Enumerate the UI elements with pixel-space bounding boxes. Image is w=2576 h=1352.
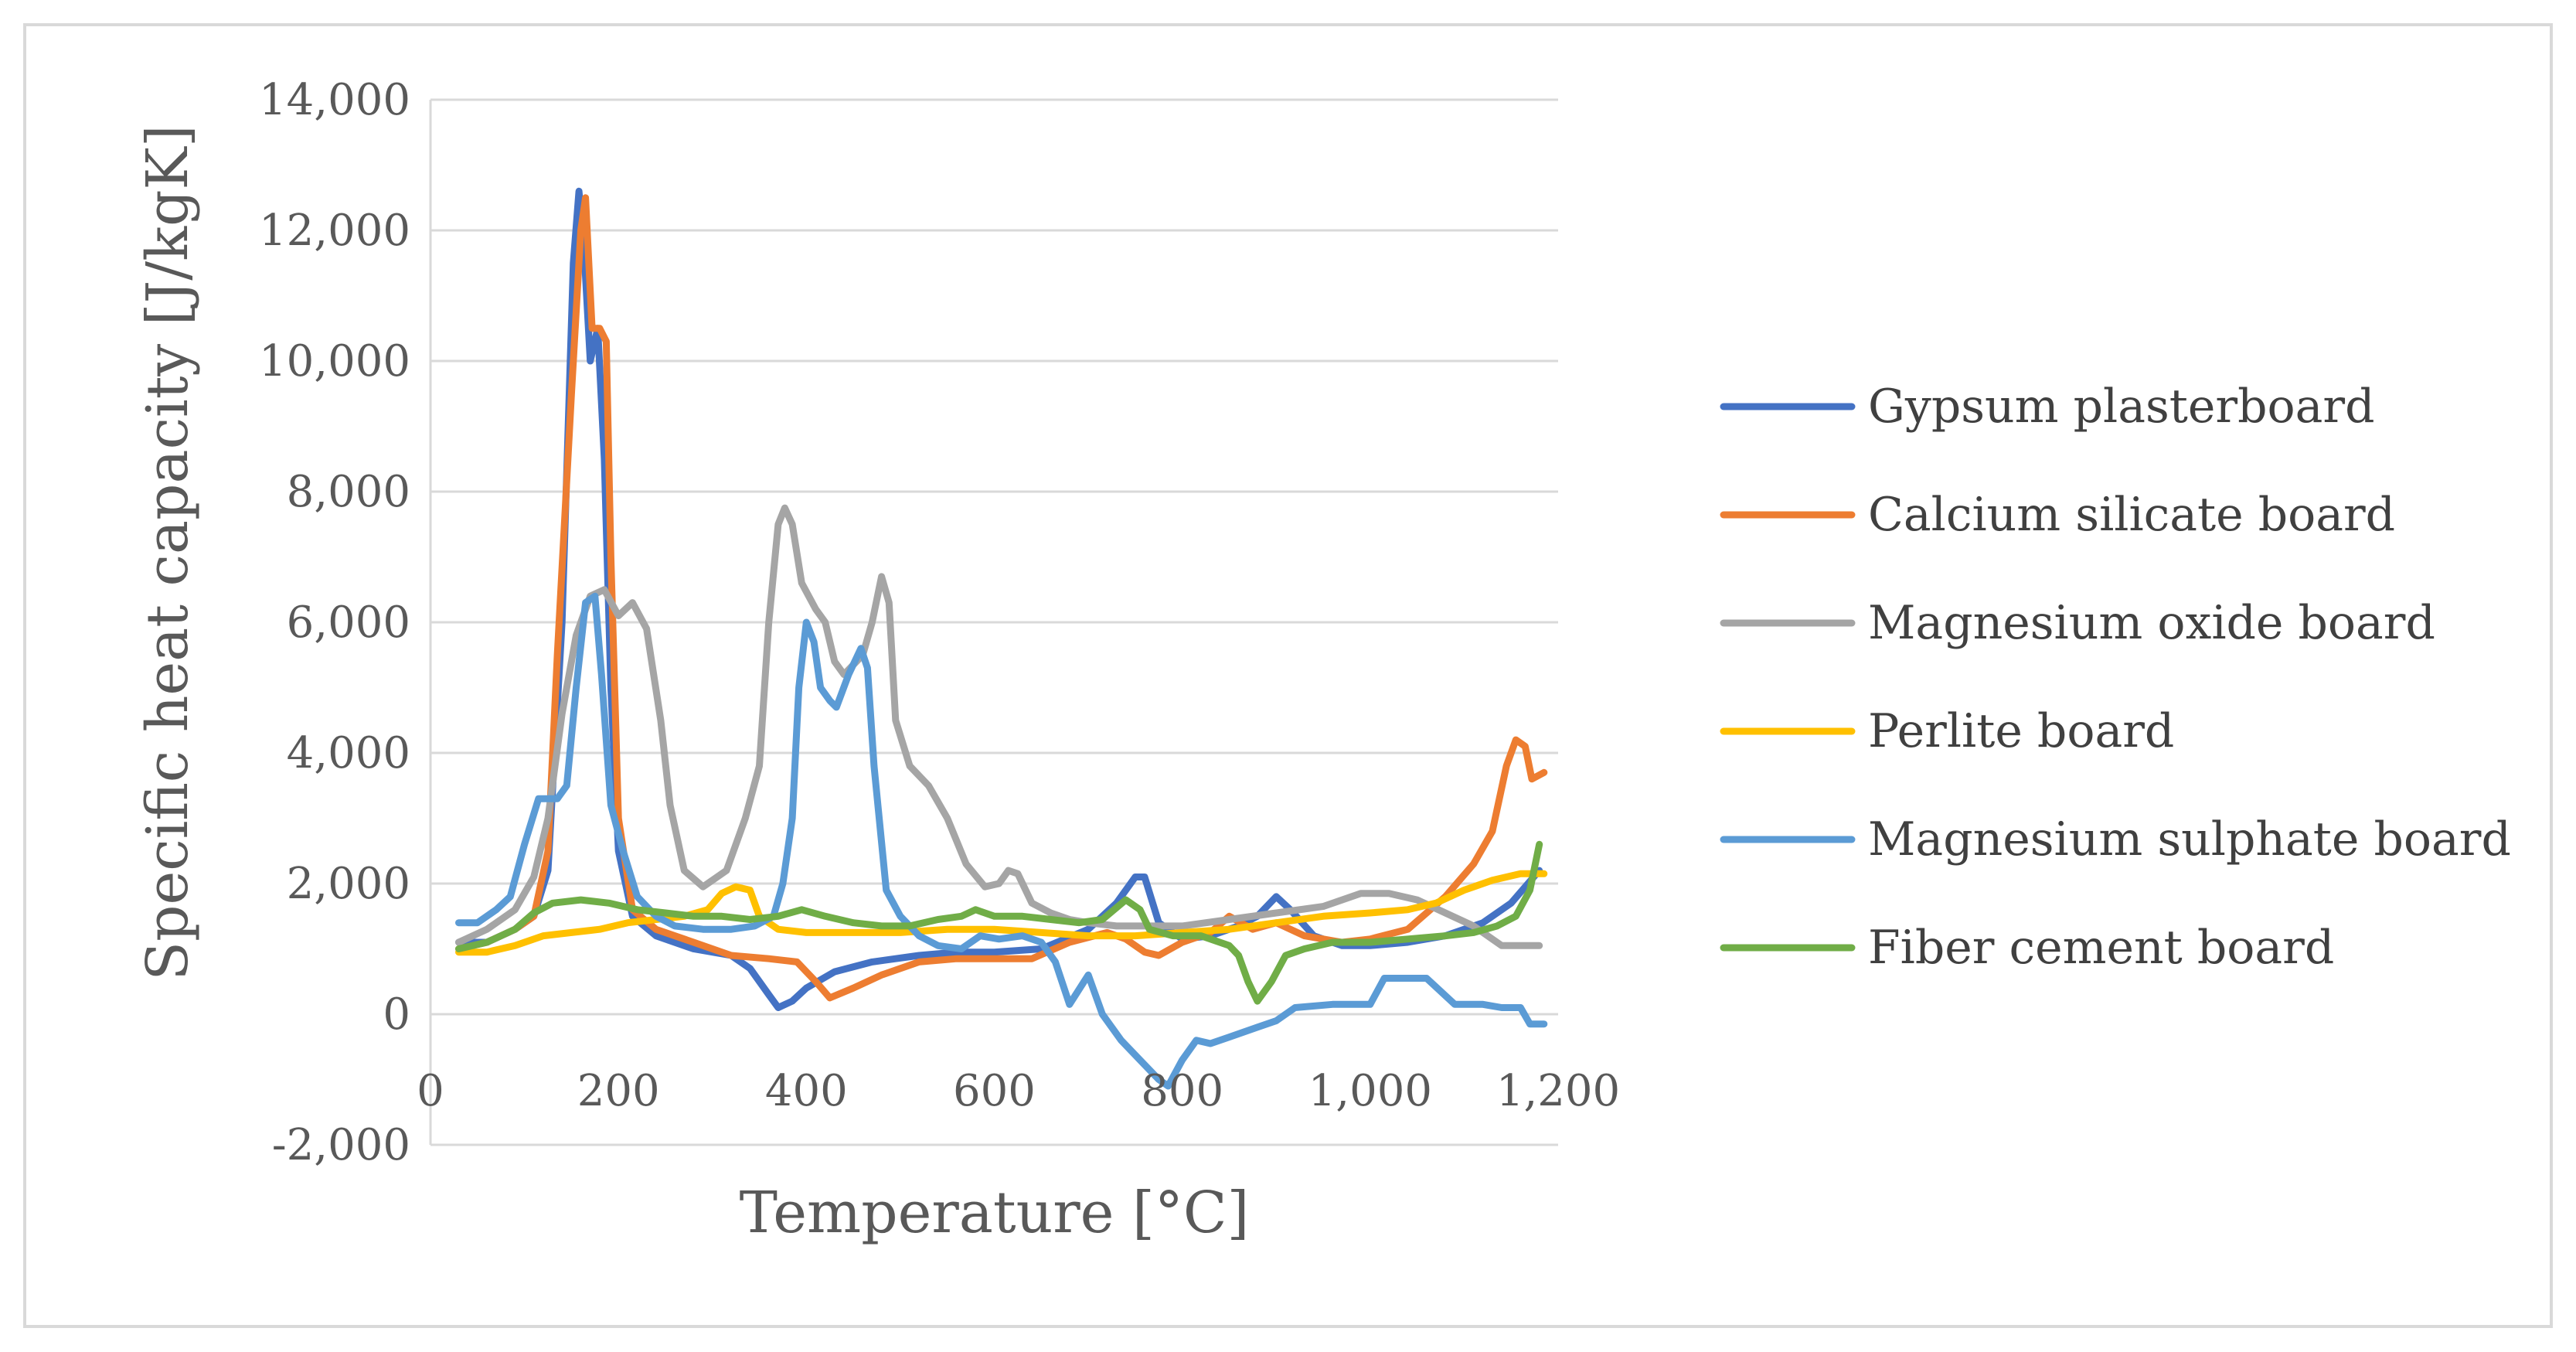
y-tick-label: 0 <box>383 989 410 1040</box>
series-line-4 <box>455 870 1548 956</box>
x-tick-label: 200 <box>577 1066 660 1116</box>
series-line-6 <box>455 840 1543 1005</box>
x-tick-label: 1,000 <box>1308 1066 1432 1116</box>
tick-labels: -2,00002,0004,0006,0008,00010,00012,0001… <box>259 75 1620 1170</box>
legend-label: Gypsum plasterboard <box>1868 380 2375 434</box>
y-tick-label: 4,000 <box>287 728 410 778</box>
x-tick-label: 1,200 <box>1496 1066 1620 1116</box>
y-tick-label: -2,000 <box>272 1120 410 1170</box>
y-tick-label: 14,000 <box>259 75 410 125</box>
series-line-3 <box>455 504 1543 949</box>
chart-frame: -2,000 0 2,000 4,000 6,000 8,000 10,000 12,000 1… <box>23 23 2553 1328</box>
x-tick-label: 600 <box>953 1066 1036 1116</box>
x-tick-label: 400 <box>765 1066 848 1116</box>
x-tick-label: 0 <box>417 1066 444 1116</box>
legend-label: Fiber cement board <box>1868 921 2334 975</box>
legend-label: Magnesium sulphate board <box>1868 812 2511 867</box>
legend-label: Magnesium oxide board <box>1868 596 2435 650</box>
y-tick-label: 8,000 <box>287 467 410 517</box>
series-line-2 <box>455 194 1548 1002</box>
y-tick-label: 2,000 <box>287 859 410 909</box>
legend: Gypsum plasterboard Calcium silicate boar… <box>1720 380 2511 975</box>
y-tick-label: 6,000 <box>287 598 410 648</box>
y-tick-label: 10,000 <box>259 336 410 387</box>
y-tick-label: 12,000 <box>259 206 410 256</box>
legend-label: Perlite board <box>1868 704 2174 758</box>
series-line-5 <box>455 592 1548 1090</box>
x-tick-label: 800 <box>1141 1066 1223 1116</box>
line-chart: -2,00002,0004,0006,0008,00010,00012,0001… <box>134 75 2511 1246</box>
y-axis-title: Specific heat capacity [J/kgK] <box>134 124 201 980</box>
series-lines <box>455 187 1548 1090</box>
legend-label: Calcium silicate board <box>1868 488 2395 542</box>
x-axis-title: Temperature [°C] <box>740 1180 1250 1246</box>
